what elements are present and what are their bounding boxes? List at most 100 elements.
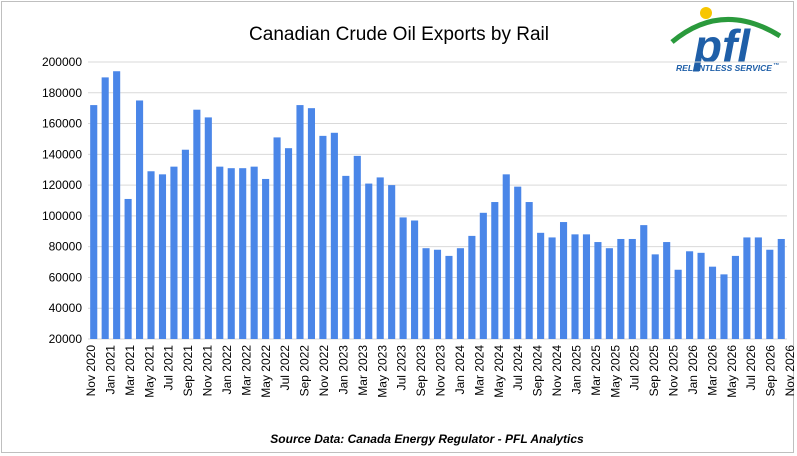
bar: [766, 249, 774, 339]
bar: [216, 166, 224, 339]
logo-arc: [670, 17, 782, 44]
bar: [239, 168, 247, 339]
bar: [227, 168, 235, 339]
y-tick-label: 140000: [42, 147, 82, 161]
bar: [731, 255, 739, 339]
bar: [388, 185, 396, 339]
bar: [90, 105, 98, 339]
bar: [697, 252, 705, 339]
bar: [468, 235, 476, 339]
bar: [158, 174, 167, 339]
y-tick-label: 40000: [49, 301, 83, 315]
x-tick-label: Nov 2026: [783, 345, 795, 397]
bar: [181, 149, 189, 339]
bar: [479, 212, 487, 339]
x-tick-label: Sep 2024: [531, 345, 545, 397]
bar: [433, 249, 442, 339]
logo-tagline: RELENTLESS SERVICE: [676, 63, 772, 73]
logo-dot: [700, 7, 712, 19]
bar: [628, 238, 636, 339]
x-tick-label: Nov 2021: [201, 345, 215, 397]
bar: [708, 266, 717, 339]
bar: [559, 222, 568, 339]
bar: [617, 238, 625, 339]
x-tick-label: Sep 2026: [764, 345, 778, 397]
x-tick-label: Mar 2026: [705, 345, 719, 396]
x-tick-label: Jul 2026: [744, 345, 758, 391]
bar: [456, 248, 464, 339]
x-tick-label: Mar 2025: [589, 345, 603, 396]
bar: [640, 225, 648, 339]
bar: [296, 105, 304, 339]
chart-title: Canadian Crude Oil Exports by Rail: [249, 24, 549, 45]
x-tick-label: Mar 2022: [239, 345, 253, 396]
bar: [365, 183, 373, 339]
y-tick-label: 120000: [42, 178, 82, 192]
bar: [686, 251, 694, 339]
bar: [605, 248, 613, 339]
pfl-logo: pfl RELENTLESS SERVICE ™: [670, 7, 782, 73]
bar: [124, 198, 132, 339]
bar: [548, 237, 556, 339]
bar: [262, 178, 270, 339]
bar: [754, 237, 762, 339]
bar: [663, 242, 671, 339]
bar: [399, 217, 407, 339]
bar: [193, 109, 201, 339]
bar: [136, 100, 144, 339]
x-tick-label: Nov 2020: [84, 345, 98, 397]
bar: [491, 202, 499, 339]
bar: [777, 238, 785, 339]
bar: [582, 234, 591, 339]
bar: [651, 254, 659, 339]
bar: [273, 137, 281, 339]
bar: [571, 234, 579, 339]
x-tick-label: Nov 2024: [550, 345, 564, 397]
x-tick-label: Jul 2024: [511, 345, 525, 391]
bar: [594, 242, 602, 339]
y-tick-label: 100000: [42, 209, 82, 223]
bar: [743, 237, 751, 339]
y-axis-ticks: 200000 180000 160000 140000 120000 100000 8000…: [42, 55, 82, 346]
x-tick-label: Sep 2021: [181, 345, 195, 397]
bar: [353, 155, 361, 339]
y-tick-label: 80000: [49, 240, 83, 254]
x-tick-label: Jan 2022: [220, 345, 234, 395]
x-tick-label: Nov 2025: [667, 345, 681, 397]
x-tick-label: Jul 2023: [395, 345, 409, 391]
x-tick-label: May 2021: [142, 345, 156, 398]
x-tick-label: May 2023: [375, 345, 389, 398]
logo-wordmark: pfl: [692, 20, 751, 72]
bar: [250, 166, 258, 339]
x-tick-label: Jan 2021: [103, 345, 117, 395]
source-note: Source Data: Canada Energy Regulator - P…: [270, 432, 584, 446]
y-tick-label: 160000: [42, 117, 82, 131]
bar: [502, 174, 510, 339]
bar: [307, 108, 316, 340]
bars: [90, 71, 785, 340]
bar: [284, 148, 293, 339]
bar: [342, 175, 350, 339]
x-tick-label: Jan 2024: [453, 345, 467, 395]
bar: [525, 202, 533, 339]
bar: [422, 248, 430, 339]
x-tick-label: May 2024: [492, 345, 506, 398]
x-tick-label: Mar 2021: [123, 345, 137, 396]
bar: [113, 71, 121, 339]
x-tick-label: Sep 2025: [647, 345, 661, 397]
bar: [101, 77, 109, 339]
bar: [720, 274, 728, 339]
bar: [514, 186, 522, 339]
bar: [537, 232, 545, 339]
bar: [411, 220, 419, 339]
x-tick-label: Jan 2026: [686, 345, 700, 395]
bar: [330, 132, 338, 339]
y-tick-label: 60000: [49, 270, 83, 284]
x-tick-label: Sep 2022: [298, 345, 312, 397]
x-tick-label: Jul 2021: [162, 345, 176, 391]
x-tick-label: May 2025: [608, 345, 622, 398]
x-tick-label: Nov 2022: [317, 345, 331, 397]
x-axis-ticks: Nov 2020 Jan 2021 Mar 2021 May 2021 Jul 2021…: [84, 345, 795, 398]
